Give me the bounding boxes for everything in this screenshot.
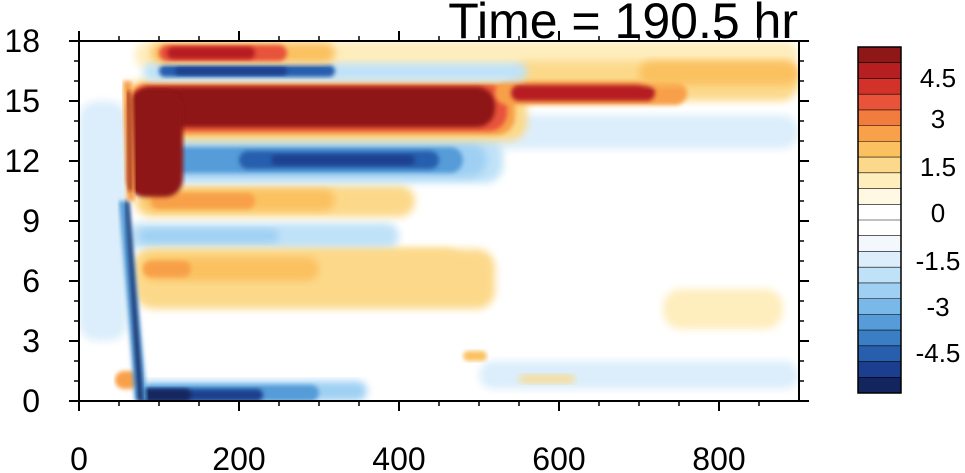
colorbar-label: -1.5 [916,246,961,276]
colorbar-segment [858,298,901,315]
colorbar-label: 0 [931,198,945,228]
axes: 0 200 400 600 800 0 3 6 9 12 15 18 [4,23,809,473]
heatmap-mid-negative-5 [271,155,415,165]
colorbar-segment [858,141,901,158]
colorbar-segment [858,361,901,378]
colorbar-segment [858,282,901,300]
x-tick-label: 600 [532,441,585,473]
colorbar-segment [858,188,901,205]
y-tick-label: 9 [22,203,40,239]
y-tick-label: 18 [4,23,40,59]
heatmap-field [79,41,799,401]
colorbar-label: -3 [926,292,949,322]
colorbar-label: 3 [931,104,945,134]
colorbar-segment [858,172,901,189]
colorbar-segment [858,220,901,237]
colorbar-segment [858,62,901,79]
colorbar-segment [858,94,901,111]
colorbar-segment [858,47,901,64]
heatmap-lower-negative-2 [139,229,279,243]
heatmap-top-positive-3 [167,47,255,59]
x-tick-label: 0 [70,441,88,473]
chart-title: Time = 190.5 hr [448,0,798,49]
x-tick-label: 800 [692,441,745,473]
colorbar-segment [858,267,901,284]
colorbar-label: 4.5 [920,63,956,93]
heatmap-mid-positive-3 [151,193,255,209]
colorbar-segment [858,125,901,142]
colorbar-segment [858,330,901,347]
y-tick-label: 15 [4,83,40,119]
colorbar-frame [857,46,902,394]
y-tick-label: 12 [4,143,40,179]
heatmap-surface-negative-4 [139,389,191,401]
heatmap-front-negative-inner [125,201,143,401]
colorbar-segment [858,78,901,95]
heatmap-top-negative-3 [175,67,287,75]
colorbar-segment [858,204,901,221]
heatmap-surface-positive-right [519,375,575,383]
y-tick-label: 3 [22,323,40,359]
y-tick-label: 0 [22,383,40,419]
heatmap-upper-positive-5 [127,91,183,197]
heatmap-front-positive-inner [127,91,132,191]
colorbar-segment [858,109,901,127]
heatmap-upper-positive-4 [131,87,496,127]
colorbar: 4.5 3 1.5 0 -1.5 -3 -4.5 [857,46,961,394]
heatmap-upper-ext-2 [511,85,655,101]
colorbar-segment [858,251,901,268]
colorbar-label: -4.5 [916,338,961,368]
x-tick-label: 400 [372,441,425,473]
heatmap-pale-negative-left [79,101,127,341]
colorbar-segment [858,345,901,362]
colorbar-segment [858,377,901,394]
x-tick-label: 200 [212,441,265,473]
heatmap-surface-pos-spot [463,351,487,361]
colorbar-label: 1.5 [920,152,956,182]
heatmap-pale-positive-right [663,289,783,329]
colorbar-segment [858,314,901,331]
colorbar-segment [858,157,901,174]
heatmap-upper-ext-3 [639,61,799,85]
y-tick-label: 6 [22,263,40,299]
heatmap-lower-positive-3 [143,261,191,277]
colorbar-segment [858,235,901,252]
plot-area [78,40,800,402]
